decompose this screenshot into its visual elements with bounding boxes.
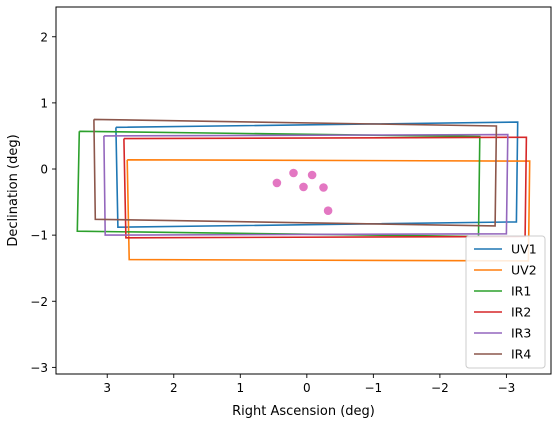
x-axis: 3 2 1 0 −1 −2 −3	[103, 374, 515, 395]
legend-label: IR4	[511, 347, 531, 362]
y-tick-label: 1	[40, 96, 48, 110]
scatter-point	[299, 182, 308, 192]
series-line-ir3	[103, 133, 509, 236]
plot-frame	[55, 6, 552, 375]
x-tick-label: −2	[431, 381, 449, 395]
legend-label: IR3	[511, 326, 531, 341]
y-tick-label: −2	[30, 295, 48, 309]
legend-label: IR2	[511, 305, 531, 320]
legend-label: UV2	[511, 263, 537, 278]
legend: UV1 UV2 IR1 IR2 IR3 IR4	[465, 235, 546, 369]
y-tick-label: −3	[30, 361, 48, 375]
scatter-point	[307, 170, 317, 180]
y-tick-label: 2	[40, 30, 48, 44]
x-tick-label: 0	[303, 381, 311, 395]
y-axis-label: Declination (deg)	[6, 134, 21, 246]
y-axis: −3 −2 −1 0 1 2	[30, 30, 56, 375]
legend-label: UV1	[511, 242, 537, 257]
y-tick-label: −1	[30, 229, 48, 243]
x-axis-label: Right Ascension (deg)	[232, 404, 375, 419]
x-tick-label: −1	[365, 381, 383, 395]
scatter-point	[323, 206, 333, 215]
x-tick-label: 3	[103, 381, 111, 395]
x-tick-label: −3	[498, 381, 516, 395]
scatter-point	[289, 168, 298, 178]
scatter-point	[272, 178, 282, 188]
series-line-ir4	[93, 118, 498, 227]
legend-box	[465, 235, 546, 369]
x-tick-label: 1	[236, 381, 244, 395]
legend-label: IR1	[511, 284, 531, 299]
scatter-points	[272, 168, 333, 215]
y-tick-label: 0	[40, 163, 48, 177]
scatter-point	[319, 183, 328, 192]
x-tick-label: 2	[170, 381, 178, 395]
